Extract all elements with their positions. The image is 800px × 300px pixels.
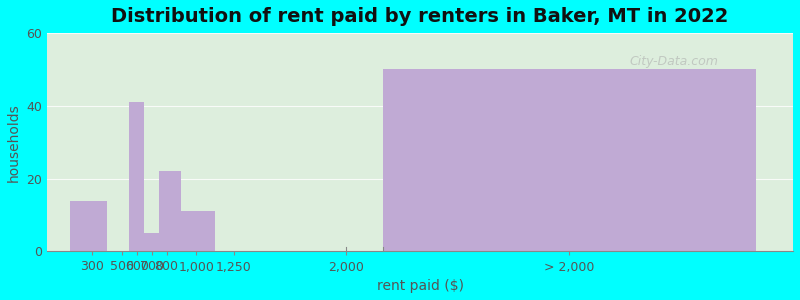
- Title: Distribution of rent paid by renters in Baker, MT in 2022: Distribution of rent paid by renters in …: [111, 7, 729, 26]
- Bar: [182, 212, 215, 251]
- Bar: [144, 233, 159, 251]
- Bar: [70, 200, 107, 251]
- Bar: [159, 171, 182, 251]
- Y-axis label: households: households: [7, 103, 21, 182]
- Bar: [130, 102, 144, 251]
- X-axis label: rent paid ($): rent paid ($): [377, 279, 464, 293]
- Text: City-Data.com: City-Data.com: [629, 55, 718, 68]
- Bar: [383, 70, 756, 251]
